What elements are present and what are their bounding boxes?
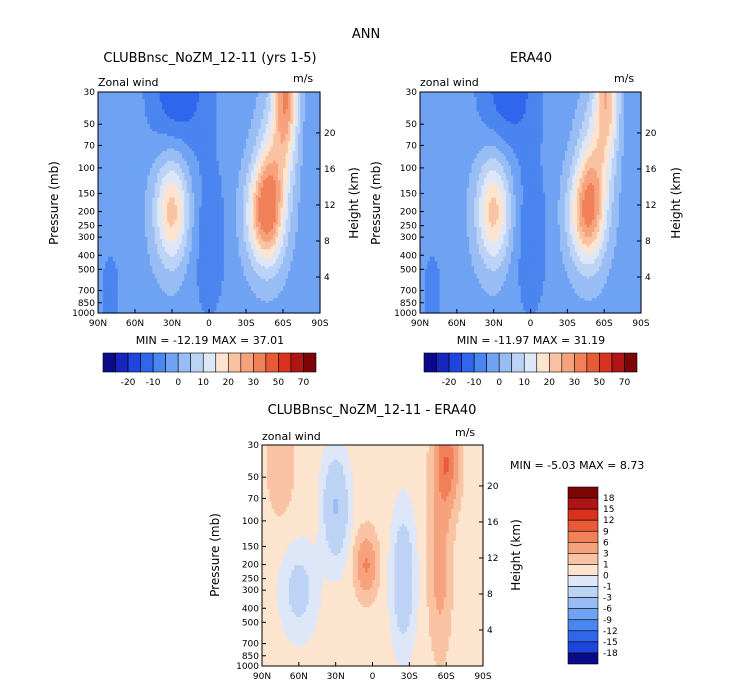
panel-1-plot: 3050701001502002503004005007008501000201… bbox=[72, 88, 336, 329]
panel-model: CLUBBnsc_NoZM_12-11 (yrs 1-5) Zonal wind… bbox=[47, 51, 361, 388]
panel-1-field-label: Zonal wind bbox=[98, 76, 159, 89]
panel-1-units: m/s bbox=[293, 72, 313, 85]
panel-1-title: CLUBBnsc_NoZM_12-11 (yrs 1-5) bbox=[103, 51, 316, 66]
figure-title: ANN bbox=[352, 27, 380, 42]
